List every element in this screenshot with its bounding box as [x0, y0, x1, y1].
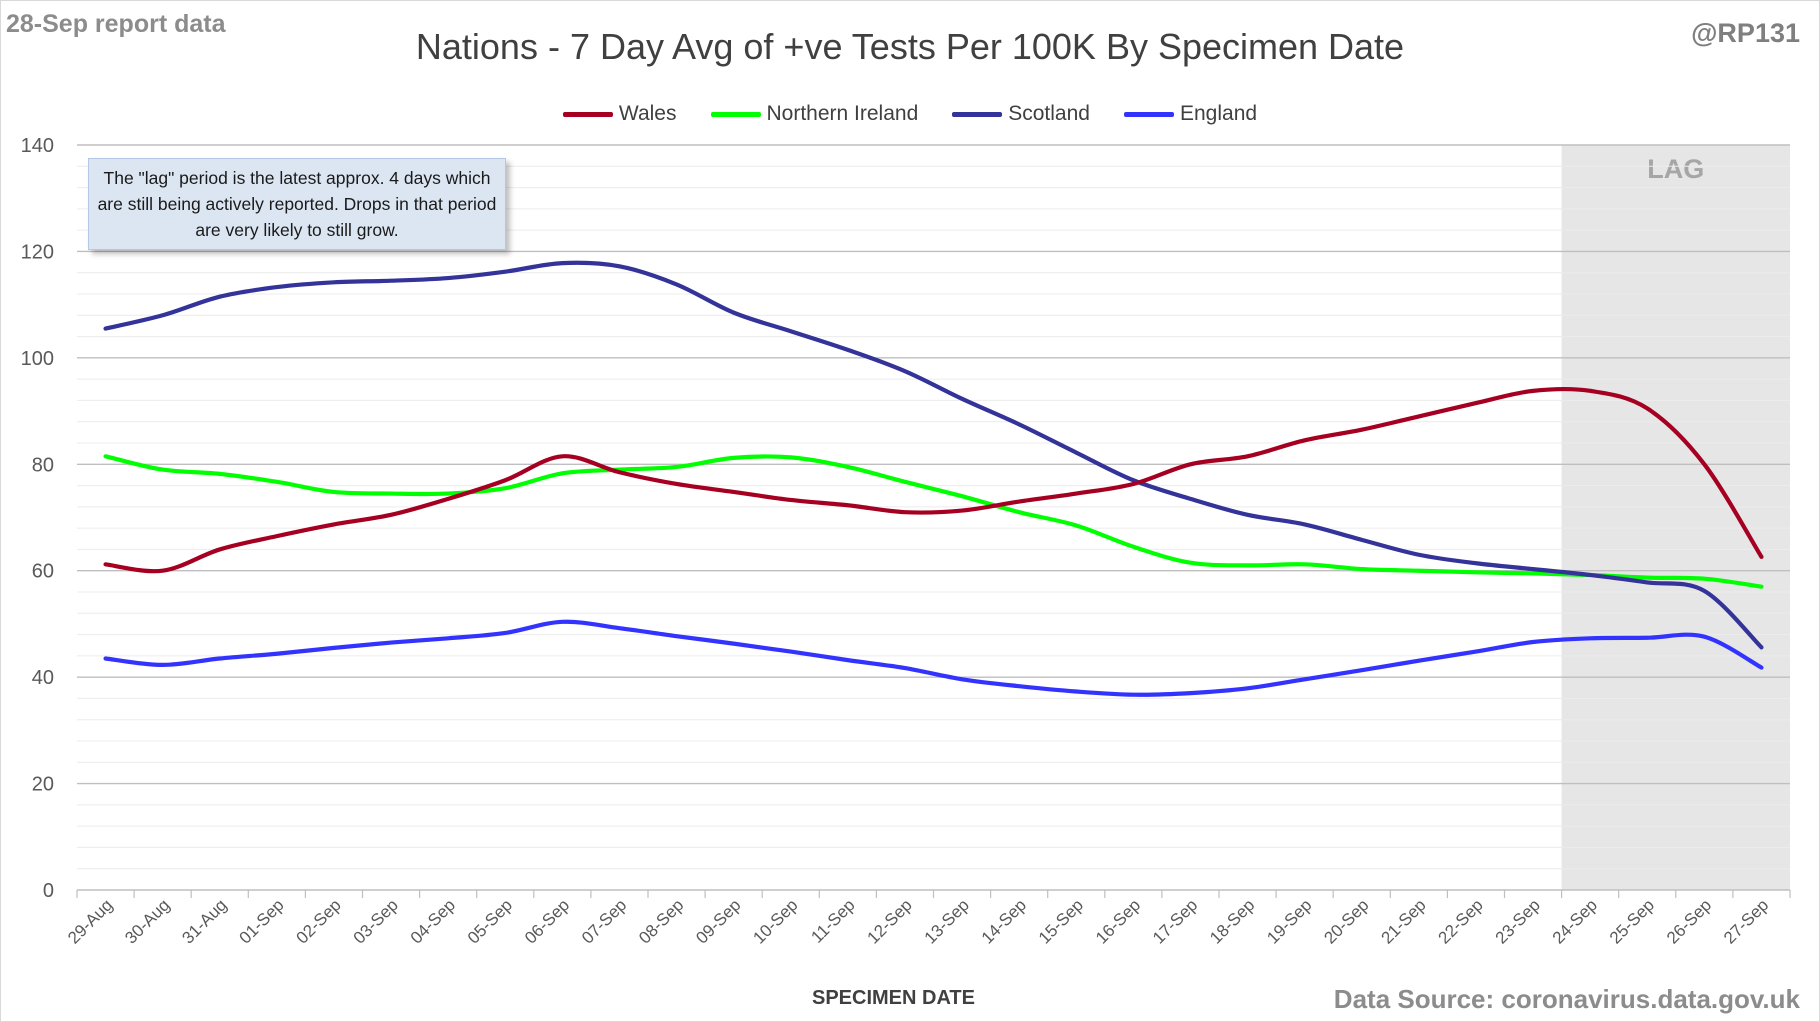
- lag-region: [1561, 145, 1790, 890]
- x-tick-label: 24-Sep: [1549, 895, 1601, 947]
- y-tick-label: 120: [21, 241, 54, 263]
- x-tick-label: 20-Sep: [1320, 895, 1372, 947]
- legend-item-wales: Wales: [562, 102, 677, 126]
- legend-swatch-northern-ireland: [710, 111, 761, 117]
- x-tick-label: 11-Sep: [807, 895, 858, 946]
- report-date-label: 28-Sep report data: [6, 10, 226, 38]
- x-tick-label: 29-Aug: [64, 895, 116, 947]
- y-tick-label: 0: [43, 880, 54, 902]
- x-tick-label: 01-Sep: [235, 895, 287, 947]
- x-tick-label: 02-Sep: [293, 895, 345, 947]
- lag-label: LAG: [1647, 154, 1704, 184]
- legend-label-scotland: Scotland: [1008, 102, 1090, 125]
- legend-label-northern-ireland: Northern Ireland: [766, 102, 919, 125]
- y-tick-label: 40: [32, 667, 54, 689]
- x-tick-label: 21-Sep: [1377, 895, 1429, 947]
- x-tick-label: 09-Sep: [692, 895, 744, 947]
- x-tick-label: 15-Sep: [1035, 895, 1087, 947]
- series-line-northern-ireland: [103, 454, 1764, 589]
- series-line-england: [103, 619, 1764, 697]
- x-tick-label: 18-Sep: [1206, 895, 1258, 947]
- x-tick-label: 17-Sep: [1149, 895, 1201, 947]
- x-tick-label: 27-Sep: [1720, 895, 1772, 947]
- x-tick-label: 04-Sep: [407, 895, 459, 947]
- x-tick-label: 13-Sep: [921, 895, 973, 947]
- x-tick-label: 23-Sep: [1492, 895, 1544, 947]
- chart-title: Nations - 7 Day Avg of +ve Tests Per 100…: [415, 26, 1405, 67]
- y-tick-label: 80: [32, 454, 54, 476]
- series-line-wales: [103, 386, 1764, 574]
- x-axis-title: SPECIMEN DATE: [812, 987, 975, 1009]
- x-tick-label: 31-Aug: [178, 895, 230, 947]
- legend-item-northern-ireland: Northern Ireland: [710, 102, 919, 126]
- x-tick-label: 19-Sep: [1263, 895, 1315, 947]
- x-tick-label: 06-Sep: [521, 895, 573, 947]
- x-tick-label: 22-Sep: [1435, 895, 1487, 947]
- legend-swatch-england: [1123, 111, 1174, 117]
- x-tick-label: 14-Sep: [978, 895, 1030, 947]
- legend-label-wales: Wales: [618, 102, 677, 125]
- x-tick-label: 26-Sep: [1663, 895, 1715, 947]
- x-tick-label: 16-Sep: [1092, 895, 1144, 947]
- x-tick-label: 25-Sep: [1606, 895, 1658, 947]
- x-tick-label: 05-Sep: [464, 895, 516, 947]
- x-tick-label: 12-Sep: [864, 895, 916, 947]
- y-tick-label: 140: [21, 135, 54, 157]
- x-tick-label: 10-Sep: [749, 895, 801, 947]
- series-line-scotland: [103, 260, 1764, 650]
- legend-swatch-scotland: [952, 111, 1003, 117]
- x-tick-label: 30-Aug: [121, 895, 173, 947]
- x-tick-label: 07-Sep: [578, 895, 630, 947]
- legend-label-england: England: [1179, 102, 1258, 125]
- author-handle: @RP131: [1691, 18, 1800, 48]
- data-source-label: Data Source: coronavirus.data.gov.uk: [1333, 984, 1800, 1014]
- y-tick-label: 20: [32, 774, 54, 796]
- y-tick-label: 100: [21, 348, 54, 370]
- y-tick-label: 60: [32, 561, 54, 583]
- legend-item-england: England: [1123, 102, 1258, 126]
- legend-swatch-wales: [562, 111, 613, 117]
- chart-legend: Wales Northern Ireland Scotland England: [0, 102, 1820, 126]
- x-tick-label: 08-Sep: [635, 895, 687, 947]
- x-tick-label: 03-Sep: [350, 895, 402, 947]
- lag-note-box: The "lag" period is the latest approx. 4…: [88, 158, 506, 250]
- legend-item-scotland: Scotland: [952, 102, 1090, 126]
